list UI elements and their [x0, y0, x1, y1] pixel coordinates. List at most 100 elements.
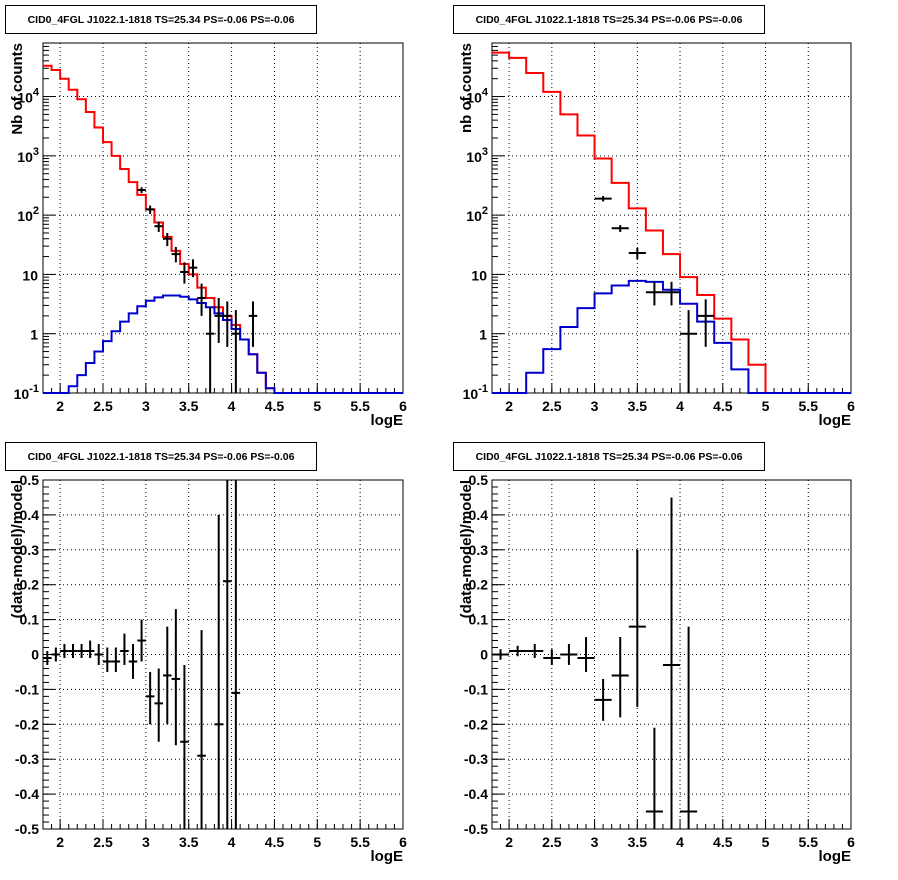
model-source-histogram — [43, 294, 403, 394]
x-tick-label: 3 — [591, 834, 599, 850]
x-tick-label: 2 — [505, 398, 513, 414]
chart-bottom-left: 2 2.5 3 3.5 4 4.5 5 5.5 6 -0.5 -0.4 -0.3 -0.2 -0.1 0 0.… — [9, 472, 407, 865]
y-tick-label: 0.5 — [20, 472, 40, 488]
chart-title: CID0_4FGL J1022.1-1818 TS=25.34 PS=-0.06… — [453, 5, 765, 34]
pad-bottom-right: 2 2.5 3 3.5 4 4.5 5 5.5 6 -0.5 -0.4 -0.3 -0.2 -0.1 0 0.… — [449, 437, 898, 875]
y-tick-label: -0.5 — [464, 821, 488, 837]
plot-frame — [42, 42, 404, 394]
data-point — [594, 196, 612, 202]
y-tick-label: 0.4 — [469, 507, 489, 523]
data-point — [248, 301, 258, 347]
data-point — [231, 310, 241, 393]
x-tick-label: 6 — [399, 398, 407, 414]
data-point — [611, 637, 629, 718]
data-point — [662, 497, 681, 829]
data-point — [628, 247, 646, 260]
x-tick-label: 2.5 — [93, 398, 113, 414]
x-tick-label: 4 — [676, 834, 684, 850]
model-total-histogram — [492, 51, 851, 394]
data-point — [137, 619, 146, 662]
y-tick-label: 0 — [31, 647, 39, 663]
data-point — [154, 668, 163, 742]
x-tick-label: 2.5 — [542, 834, 562, 850]
data-point — [85, 640, 95, 658]
axes: 2 2.5 3 3.5 4 4.5 5 5.5 6 10-1 1 10 102 103 104 logE Nb … — [9, 42, 407, 429]
x-tick-label: 5 — [313, 398, 321, 414]
data-point — [163, 232, 172, 247]
x-tick-label: 3 — [591, 398, 599, 414]
data-point — [645, 727, 663, 829]
y-tick-label: 10-1 — [463, 383, 488, 402]
data-point — [197, 283, 206, 316]
y-tick-label: 0.2 — [20, 577, 40, 593]
y-tick-label: 104 — [17, 87, 40, 106]
y-tick-label: 0 — [480, 647, 488, 663]
y-tick-label: -0.4 — [464, 786, 488, 802]
y-tick-label: -0.2 — [15, 716, 39, 732]
plot-frame — [491, 42, 852, 394]
x-axis-label: logE — [371, 412, 404, 429]
y-tick-label: -0.3 — [15, 751, 39, 767]
x-tick-label: 2.5 — [93, 834, 113, 850]
data-point — [128, 644, 138, 679]
grid-lines — [43, 43, 404, 394]
data-point — [223, 480, 232, 829]
plot-frame — [42, 479, 404, 830]
x-tick-label: 2.5 — [542, 398, 562, 414]
y-tick-label: 0.3 — [469, 542, 489, 558]
y-tick-label: 0.4 — [20, 507, 40, 523]
axes: 2 2.5 3 3.5 4 4.5 5 5.5 6 -0.5 -0.4 -0.3 -0.2 -0.1 0 0.… — [9, 472, 407, 865]
data-point — [645, 281, 663, 306]
data-point — [577, 637, 595, 672]
y-tick-label: 103 — [17, 146, 39, 165]
data-point — [68, 644, 78, 658]
data-point — [543, 649, 561, 665]
y-axis-label: Nb of counts — [9, 43, 26, 135]
data-point — [697, 299, 715, 347]
x-tick-label: 6 — [399, 834, 407, 850]
data-point — [145, 671, 155, 725]
y-axis-label: (data-model)/model — [9, 480, 26, 618]
data-point — [214, 514, 223, 829]
data-point — [103, 647, 112, 672]
y-tick-label: 0.1 — [20, 612, 40, 628]
data-point — [526, 644, 544, 658]
data-point — [492, 649, 510, 660]
data-point — [145, 205, 155, 214]
data-point — [509, 645, 527, 657]
data-point — [214, 298, 223, 343]
y-tick-label: -0.1 — [15, 681, 39, 697]
data-point — [154, 221, 163, 232]
data-point — [680, 626, 698, 829]
chart-top-left: 2 2.5 3 3.5 4 4.5 5 5.5 6 10-1 1 10 102 103 104 logE Nb … — [9, 42, 407, 429]
data-point — [43, 651, 52, 665]
pad-top-right: 2 2.5 3 3.5 4 4.5 5 5.5 6 10-1 1 10 102 103 104 logE nb … — [449, 0, 898, 437]
data-points — [594, 196, 715, 393]
data-point — [94, 644, 103, 665]
x-tick-label: 4 — [676, 398, 684, 414]
data-point — [594, 678, 612, 721]
data-point — [662, 281, 681, 306]
data-point — [171, 609, 181, 746]
data-point — [205, 307, 215, 393]
x-tick-label: 5.5 — [350, 834, 370, 850]
y-tick-label: 103 — [466, 146, 488, 165]
x-tick-label: 3.5 — [179, 834, 199, 850]
axes: 2 2.5 3 3.5 4 4.5 5 5.5 6 -0.5 -0.4 -0.3 -0.2 -0.1 0 0.… — [458, 472, 855, 865]
y-axis-label: (data-model)/model — [458, 480, 475, 618]
grid-lines — [492, 43, 852, 394]
data-point — [51, 647, 61, 662]
y-tick-label: -0.1 — [464, 681, 488, 697]
y-tick-label: 10-1 — [14, 383, 39, 402]
data-points — [137, 187, 258, 393]
x-tick-label: 4.5 — [265, 834, 285, 850]
data-point — [197, 630, 206, 829]
x-tick-label: 3 — [142, 834, 150, 850]
data-point — [163, 626, 172, 725]
x-tick-label: 5.5 — [350, 398, 370, 414]
y-axis-label: nb of counts — [458, 43, 475, 133]
x-tick-label: 5 — [762, 398, 770, 414]
x-tick-label: 5 — [762, 834, 770, 850]
data-point — [680, 310, 698, 393]
y-tick-label: 1 — [30, 327, 38, 343]
